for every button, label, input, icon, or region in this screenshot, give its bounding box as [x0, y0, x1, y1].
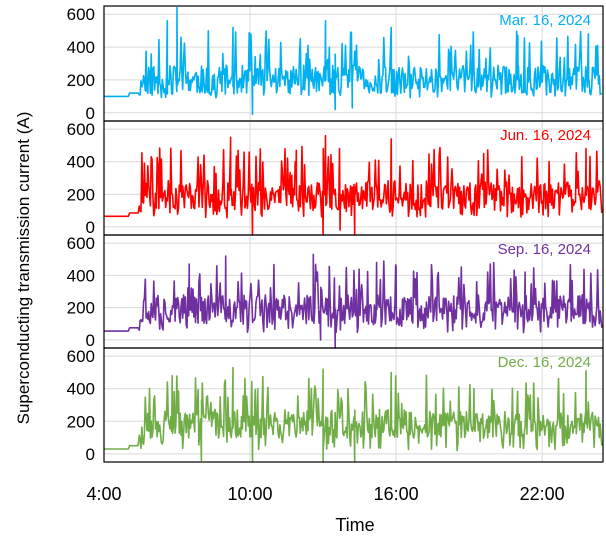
y-tick-label: 400: [67, 153, 95, 172]
chart-panels: 0 200 400 600 Mar. 16, 2024 0 200 400 600 Jun. 16…: [67, 5, 604, 504]
y-tick-label: 0: [86, 104, 95, 123]
y-tick-label: 400: [67, 380, 95, 399]
panel-4: 0 200 400 600 Dec. 16, 2024 4:00 10:00 16:00 22:…: [67, 347, 604, 504]
x-tick-label: 4:00: [86, 484, 121, 504]
panel-2: 0 200 400 600 Jun. 16, 2024: [67, 120, 604, 237]
y-tick-label: 200: [67, 299, 95, 318]
y-tick-label: 200: [67, 185, 95, 204]
y-tick-label: 600: [67, 5, 95, 24]
x-tick-label: 10:00: [228, 484, 273, 504]
y-tick-label: 600: [67, 234, 95, 253]
y-axis-label: Superconducting transmission current (A): [14, 112, 33, 425]
panel-3: 0 200 400 600 Sep. 16, 2024: [67, 234, 604, 350]
x-axis-label: Time: [335, 515, 374, 535]
panel-frame: [103, 347, 604, 463]
y-tick-label: 0: [86, 445, 95, 464]
series-line: [104, 6, 603, 116]
y-tick-label: 400: [67, 266, 95, 285]
y-tick-label: 400: [67, 38, 95, 57]
x-tick-label: 22:00: [520, 484, 565, 504]
panel-date-label: Dec. 16, 2024: [498, 354, 591, 371]
panel-date-label: Mar. 16, 2024: [499, 12, 591, 29]
y-tick-label: 200: [67, 71, 95, 90]
series-line: [104, 253, 603, 349]
y-tick-label: 0: [86, 218, 95, 237]
panel-date-label: Sep. 16, 2024: [498, 241, 591, 258]
x-tick-label: 16:00: [374, 484, 419, 504]
panel-date-label: Jun. 16, 2024: [500, 127, 591, 144]
y-tick-label: 600: [67, 120, 95, 139]
panel-1: 0 200 400 600 Mar. 16, 2024: [67, 5, 604, 123]
series-line: [104, 366, 603, 463]
series-line: [104, 134, 603, 236]
y-tick-label: 600: [67, 347, 95, 366]
y-tick-label: 200: [67, 412, 95, 431]
y-tick-label: 0: [86, 331, 95, 350]
